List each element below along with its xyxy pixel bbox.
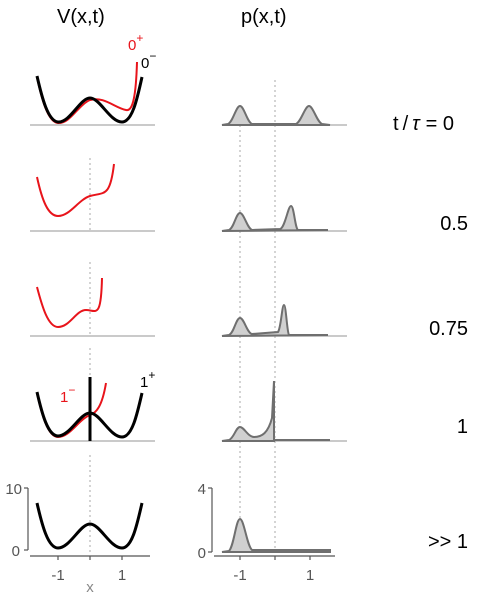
potential-before-row2: [36, 163, 115, 218]
v-y-ticklabel-0: 0: [12, 543, 20, 560]
v-x-ticklabel-1: 1: [118, 567, 126, 584]
v-axes-row5: 0 10 -1 1 x: [5, 481, 150, 596]
v-x-axis-label: x: [86, 579, 94, 596]
p-x-ticklabel-neg1: -1: [233, 567, 246, 584]
annotation-zero-minus: 0−: [141, 49, 156, 72]
potential-before-row1: [36, 61, 138, 124]
row-label-t0: t / τ = 0: [393, 113, 454, 135]
p-y-ticklabel-4: 4: [198, 481, 206, 498]
density-row4: [221, 380, 275, 442]
p-axes-row5: 0 4 -1 1: [198, 481, 335, 584]
density-row1: [221, 104, 331, 126]
p-x-ticklabel-1: 1: [306, 567, 314, 584]
baselines: [30, 124, 347, 442]
density-row3: [221, 303, 329, 337]
guide-lines: [89, 80, 276, 553]
potential-row5: [35, 502, 144, 550]
density-column-title: p(x,t): [241, 6, 287, 28]
v-x-ticklabel-neg1: -1: [51, 567, 64, 584]
potential-after-row1: [35, 75, 144, 124]
annotation-zero-plus: 0+: [128, 31, 143, 54]
row-label-1: 1: [457, 416, 468, 438]
density-row2: [221, 204, 329, 232]
v-y-ticklabel-10: 10: [5, 481, 22, 498]
row-label-0.5: 0.5: [440, 213, 468, 235]
row-label-0.75: 0.75: [429, 318, 468, 340]
annotation-one-minus: 1−: [60, 383, 75, 406]
potential-before-row3: [36, 277, 103, 329]
annotation-one-plus: 1+: [140, 368, 155, 391]
potential-column-title: V(x,t): [57, 6, 105, 28]
row-label-long-time: >> 1: [428, 531, 468, 553]
p-y-ticklabel-0: 0: [198, 545, 206, 562]
density-row5: [221, 517, 331, 553]
